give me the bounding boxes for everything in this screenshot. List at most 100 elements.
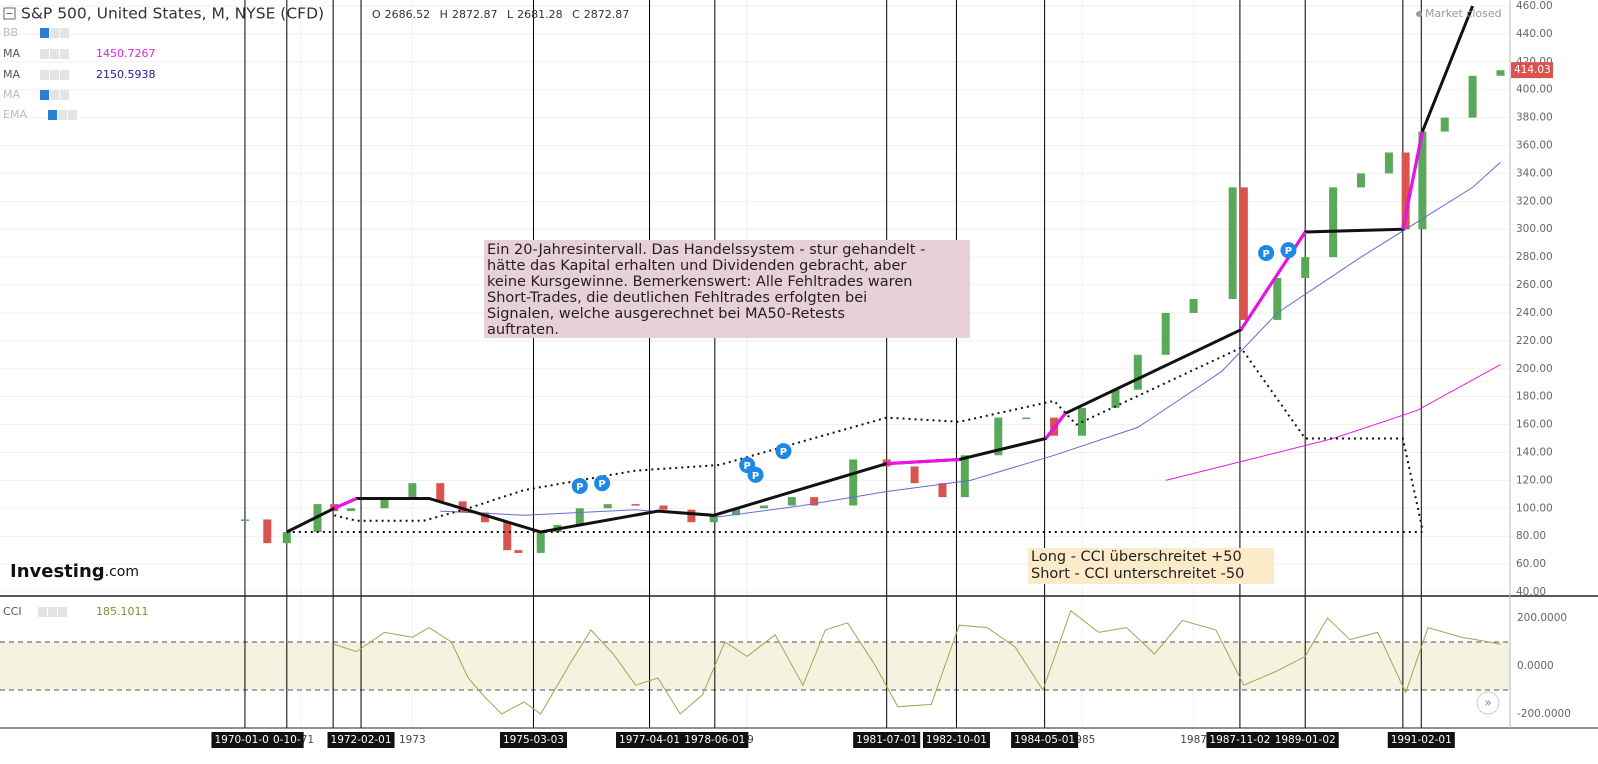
candle <box>1496 70 1505 76</box>
indicator-button[interactable] <box>50 70 59 80</box>
moving-average <box>1165 364 1501 481</box>
candle <box>631 504 640 506</box>
candle <box>436 483 445 502</box>
indicator-button[interactable] <box>60 49 69 59</box>
ohlc-value: 2872.87 <box>584 8 630 21</box>
y-tick-label: 460.00 <box>1516 0 1553 12</box>
y-tick-label: 320.00 <box>1516 195 1553 207</box>
indicator-name: MA <box>3 68 20 81</box>
indicator-button[interactable] <box>40 49 49 59</box>
y-tick-label: 160.00 <box>1516 419 1553 431</box>
date-label-box <box>616 732 684 748</box>
date-label: 1989-01-02 <box>1275 734 1336 746</box>
y-tick-label: 440.00 <box>1516 28 1553 40</box>
grid <box>0 0 1510 728</box>
candle <box>1189 298 1198 313</box>
legend-note-box <box>1028 548 1274 584</box>
signal-marker <box>1258 244 1275 261</box>
indicator-button[interactable] <box>60 28 69 38</box>
candle <box>1329 187 1338 258</box>
candle <box>1228 187 1237 299</box>
scroll-icon: » <box>1484 696 1491 710</box>
date-label-box <box>211 732 279 748</box>
logo: Investing.com <box>10 561 139 582</box>
date-label-box <box>270 732 304 748</box>
indicator-button[interactable] <box>38 607 47 617</box>
collapse-icon[interactable] <box>3 7 16 20</box>
indicator-name: MA <box>3 88 20 101</box>
candle <box>408 483 417 498</box>
scroll-button[interactable] <box>1476 691 1500 715</box>
indicator-name: BB <box>3 26 18 39</box>
indicator-button[interactable] <box>40 70 49 80</box>
signal-label: P <box>744 461 751 472</box>
y-tick-label: -200.0000 <box>1517 708 1571 720</box>
indicator-name: MA <box>3 47 20 60</box>
candle <box>346 508 355 512</box>
y-tick-label: 240.00 <box>1516 307 1553 319</box>
indicator-button[interactable] <box>68 110 77 120</box>
x-tick-label: 1987 <box>1180 734 1207 746</box>
indicator-button[interactable] <box>60 90 69 100</box>
ohlc: O 2686.52 H 2872.87 L 2681.28 C 2872.87 <box>372 8 629 21</box>
candle <box>603 504 612 509</box>
signal-label: P <box>1262 249 1269 260</box>
cci-band <box>0 642 1510 690</box>
candle <box>1239 187 1248 320</box>
candle <box>1440 117 1449 132</box>
ohlc-value: 2681.28 <box>517 8 563 21</box>
legend-note: Short - CCI unterschreitet -50 <box>1031 566 1244 582</box>
signal-label: P <box>576 482 583 493</box>
candle <box>1384 152 1393 174</box>
x-tick-label: 1973 <box>399 734 426 746</box>
candle <box>503 522 512 551</box>
signal-label: P <box>752 471 759 482</box>
y-tick-label: 200.00 <box>1516 363 1553 375</box>
indicator-button[interactable] <box>50 49 59 59</box>
candle <box>240 519 249 521</box>
date-label: 1978-06-01 <box>684 734 745 746</box>
candle <box>759 505 768 509</box>
ohlc-key: H <box>440 8 448 21</box>
y-tick-label: 0.0000 <box>1517 660 1554 672</box>
candle <box>1022 417 1031 420</box>
candle <box>1273 278 1282 320</box>
indicator-button[interactable] <box>58 607 67 617</box>
indicator-value: 1450.7267 <box>96 47 156 60</box>
y-tick-label: 100.00 <box>1516 502 1553 514</box>
indicator-button[interactable] <box>48 607 57 617</box>
indicator-button[interactable] <box>50 28 59 38</box>
candle <box>480 512 489 523</box>
signal-marker <box>747 466 764 483</box>
candle <box>849 459 858 506</box>
candle <box>938 483 947 498</box>
candle <box>1133 354 1142 390</box>
annotation-line: hätte das Kapital erhalten und Dividende… <box>487 258 906 274</box>
candle <box>960 455 969 498</box>
status-dot <box>1416 11 1422 17</box>
candle <box>1357 173 1366 188</box>
ohlc-value: 2872.87 <box>452 8 498 21</box>
y-tick-label: 80.00 <box>1516 530 1546 542</box>
annotation-line: Signalen, welche ausgerechnet bei MA50-R… <box>487 306 845 322</box>
candle <box>1111 389 1120 408</box>
date-label-box <box>1011 732 1079 748</box>
cci-value: 185.1011 <box>96 605 149 618</box>
annotation-line: auftraten. <box>487 322 559 338</box>
indicator-button[interactable] <box>40 90 49 100</box>
indicator-button[interactable] <box>40 28 49 38</box>
signal-marker <box>594 475 611 492</box>
indicator-button[interactable] <box>60 70 69 80</box>
indicator-button[interactable] <box>58 110 67 120</box>
last-price-label: 414.03 <box>1514 64 1551 76</box>
indicator-button[interactable] <box>48 110 57 120</box>
y-tick-label: 340.00 <box>1516 167 1553 179</box>
date-label-box <box>1271 732 1339 748</box>
date-label: 1982-10-01 <box>926 734 987 746</box>
ohlc-key: C <box>572 8 580 21</box>
y-tick-label: 60.00 <box>1516 558 1546 570</box>
indicator-button[interactable] <box>50 90 59 100</box>
date-label: 1970-01-01 <box>214 734 275 746</box>
